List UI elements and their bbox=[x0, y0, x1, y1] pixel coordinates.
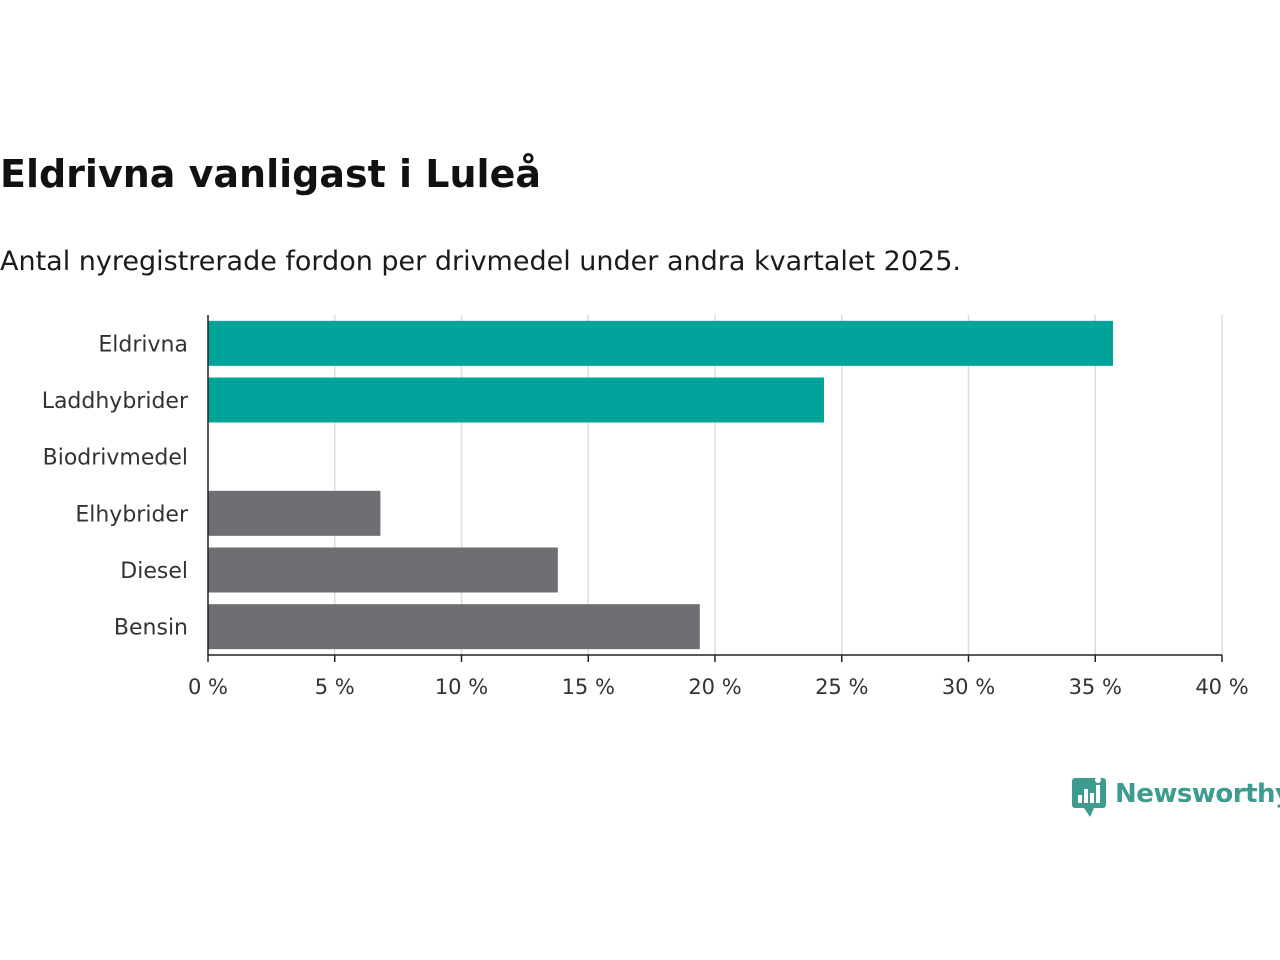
bar-chart: Eldrivna Laddhybrider Biodrivmedel Elhybrid… bbox=[42, 315, 1249, 699]
chart-subtitle: Antal nyregistrerade fordon per drivmede… bbox=[0, 246, 961, 277]
chart-title: Eldrivna vanligast i Luleå bbox=[0, 152, 541, 196]
brand-name: Newsworthy bbox=[1115, 779, 1280, 809]
bar-bensin bbox=[208, 604, 700, 650]
brand-logo: Newsworthy bbox=[1072, 774, 1280, 818]
bar-laddhybrider bbox=[208, 377, 825, 423]
newsworthy-logo-icon bbox=[1072, 777, 1106, 817]
category-label: Bensin bbox=[114, 616, 188, 641]
x-tick-label: 20 % bbox=[688, 675, 741, 699]
x-tick-label: 5 % bbox=[315, 675, 355, 699]
x-tick-label: 30 % bbox=[942, 675, 995, 699]
bar-elhybrider bbox=[208, 490, 381, 536]
category-label: Elhybrider bbox=[75, 502, 189, 527]
x-tick-label: 10 % bbox=[435, 675, 488, 699]
category-label: Laddhybrider bbox=[42, 389, 189, 414]
bar-eldrivna bbox=[208, 320, 1113, 366]
category-label: Biodrivmedel bbox=[43, 446, 188, 471]
x-axis: 0 % 5 % 10 % 15 % 20 % 25 % 30 % 35 % 40 % bbox=[188, 315, 1249, 699]
x-tick-label: 35 % bbox=[1069, 675, 1122, 699]
chart-bars bbox=[208, 320, 1113, 650]
x-tick-label: 40 % bbox=[1195, 675, 1248, 699]
category-labels: Eldrivna Laddhybrider Biodrivmedel Elhybrid… bbox=[42, 332, 189, 640]
x-tick-label: 0 % bbox=[188, 675, 228, 699]
bar-diesel bbox=[208, 547, 558, 593]
category-label: Eldrivna bbox=[98, 332, 188, 357]
x-tick-label: 25 % bbox=[815, 675, 868, 699]
chart-gridlines bbox=[334, 315, 1223, 655]
category-label: Diesel bbox=[120, 559, 188, 584]
x-tick-label: 15 % bbox=[562, 675, 615, 699]
